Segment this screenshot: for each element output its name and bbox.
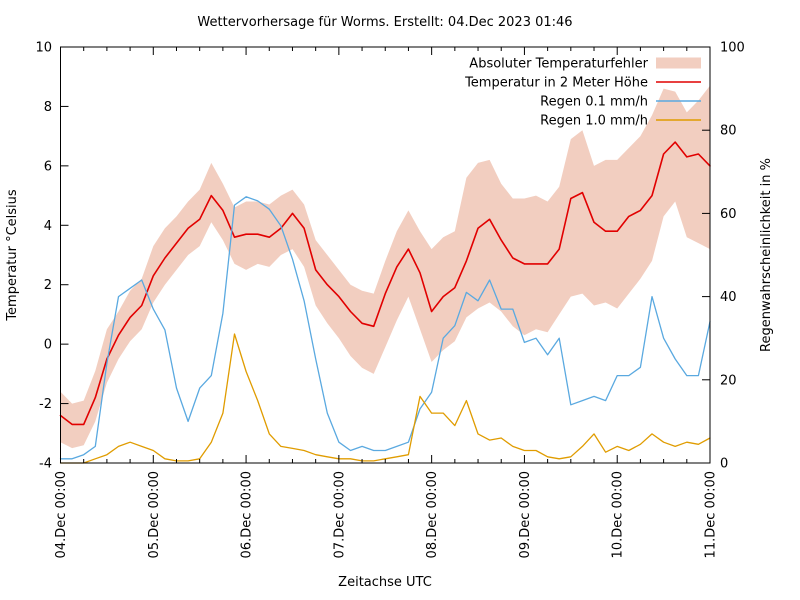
x-tick-label: 08.Dec 00:00	[425, 471, 440, 558]
rain-01mm-line	[59, 196, 711, 460]
y-left-tick-label: -2	[39, 397, 52, 412]
legend: Absoluter Temperaturfehler Temperatur in …	[464, 57, 701, 129]
series-lines	[59, 141, 711, 464]
chart-title: Wettervorhersage für Worms. Erstellt: 04…	[197, 15, 572, 30]
legend-label: Regen 1.0 mm/h	[540, 114, 648, 129]
y-right-tick-label: 100	[720, 41, 745, 56]
y-left-tick-label: -4	[39, 457, 52, 472]
legend-label: Regen 0.1 mm/h	[540, 95, 648, 110]
y-right-tick-label: 20	[720, 373, 737, 388]
temperature-line	[59, 141, 711, 426]
y-left-tick-label: 0	[44, 338, 52, 353]
y-left-axis-title: Temperatur °Celsius	[5, 189, 20, 322]
axis-ticks	[60, 46, 711, 464]
y-left-tick-label: 6	[44, 159, 52, 174]
legend-label: Absoluter Temperaturfehler	[469, 57, 648, 72]
y-right-tick-label: 80	[720, 124, 737, 139]
x-tick-label: 11.Dec 00:00	[704, 471, 719, 558]
y-left-tick-label: 8	[44, 100, 52, 115]
y-right-tick-label: 60	[720, 207, 737, 222]
x-tick-label: 04.Dec 00:00	[54, 471, 69, 558]
x-tick-label: 06.Dec 00:00	[240, 471, 255, 558]
y-left-tick-label: 2	[44, 278, 52, 293]
legend-band-swatch	[656, 57, 701, 69]
legend-label: Temperatur in 2 Meter Höhe	[464, 76, 648, 91]
rain-10mm-line	[59, 333, 711, 464]
x-tick-label: 07.Dec 00:00	[332, 471, 347, 558]
y-right-tick-label: 40	[720, 290, 737, 305]
temperature-error-band-area	[60, 85, 710, 449]
x-tick-label: 10.Dec 00:00	[611, 471, 626, 558]
y-right-tick-label: 0	[720, 457, 728, 472]
y-left-tick-label: 4	[44, 219, 52, 234]
x-axis-title: Zeitachse UTC	[338, 575, 432, 590]
y-left-tick-label: 10	[35, 41, 52, 56]
temperature-error-band	[60, 85, 710, 449]
y-right-axis-title: Regenwahrscheinlichkeit in %	[759, 158, 774, 352]
x-tick-label: 05.Dec 00:00	[147, 471, 162, 558]
x-tick-label: 09.Dec 00:00	[518, 471, 533, 558]
